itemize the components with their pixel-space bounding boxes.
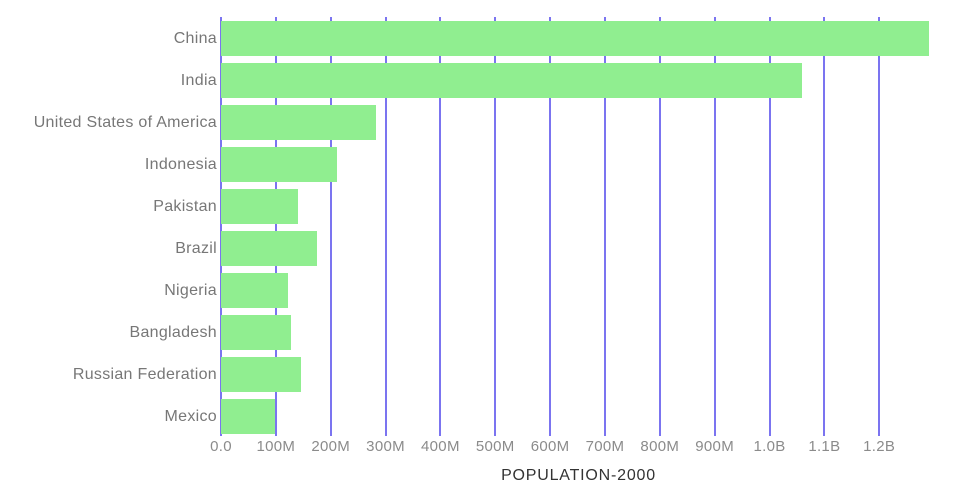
x-tick-label-1-0b: 1.0B: [753, 438, 786, 455]
category-label-pakistan: Pakistan: [153, 197, 217, 215]
category-label-united-states-of-america: United States of America: [33, 113, 217, 131]
gridline-200m: [329, 17, 332, 436]
bar-bangladesh: [221, 314, 291, 350]
gridline-400m: [439, 17, 442, 436]
gridline-0-0: [220, 17, 222, 436]
x-tick-label-500m: 500M: [475, 438, 515, 455]
gridline-1-0b: [768, 17, 771, 436]
x-tick-label-100m: 100M: [256, 438, 296, 455]
x-tick-label-1-2b: 1.2B: [863, 438, 896, 455]
x-tick-label-700m: 700M: [585, 438, 625, 455]
x-tick-label-600m: 600M: [530, 438, 570, 455]
bar-pakistan: [221, 188, 298, 224]
category-label-mexico: Mexico: [164, 407, 217, 425]
x-tick-label-900m: 900M: [695, 438, 734, 455]
bar-nigeria: [221, 272, 288, 308]
x-tick-label-800m: 800M: [640, 438, 680, 455]
bar-russian-federation: [221, 356, 301, 392]
gridline-900m: [713, 17, 716, 436]
gridline-100m: [274, 17, 277, 436]
gridline-600m: [549, 17, 552, 436]
bar-china: [221, 20, 929, 56]
bar-mexico: [221, 398, 276, 434]
gridline-500m: [494, 17, 497, 436]
category-label-indonesia: Indonesia: [144, 155, 217, 173]
x-tick-label-400m: 400M: [421, 438, 460, 455]
x-tick-label-1-1b: 1.1B: [808, 438, 841, 455]
x-tick-label-0-0: 0.0: [210, 438, 232, 455]
bar-indonesia: [221, 146, 337, 182]
bar-united-states-of-america: [221, 104, 376, 140]
gridline-1-1b: [823, 17, 826, 436]
gridline-1-2b: [878, 17, 881, 436]
bar-india: [221, 62, 802, 98]
category-label-nigeria: Nigeria: [164, 281, 217, 299]
category-label-brazil: Brazil: [175, 239, 217, 257]
x-tick-label-200m: 200M: [311, 438, 351, 455]
category-label-russian-federation: Russian Federation: [72, 365, 217, 383]
category-label-india: India: [180, 71, 217, 89]
gridline-800m: [658, 17, 661, 436]
category-label-china: China: [173, 29, 217, 47]
gridline-300m: [384, 17, 387, 436]
category-label-bangladesh: Bangladesh: [129, 323, 217, 341]
x-tick-label-300m: 300M: [366, 438, 405, 455]
x-axis-title: POPULATION-2000: [501, 467, 656, 484]
gridline-700m: [603, 17, 606, 436]
bar-brazil: [221, 230, 317, 266]
